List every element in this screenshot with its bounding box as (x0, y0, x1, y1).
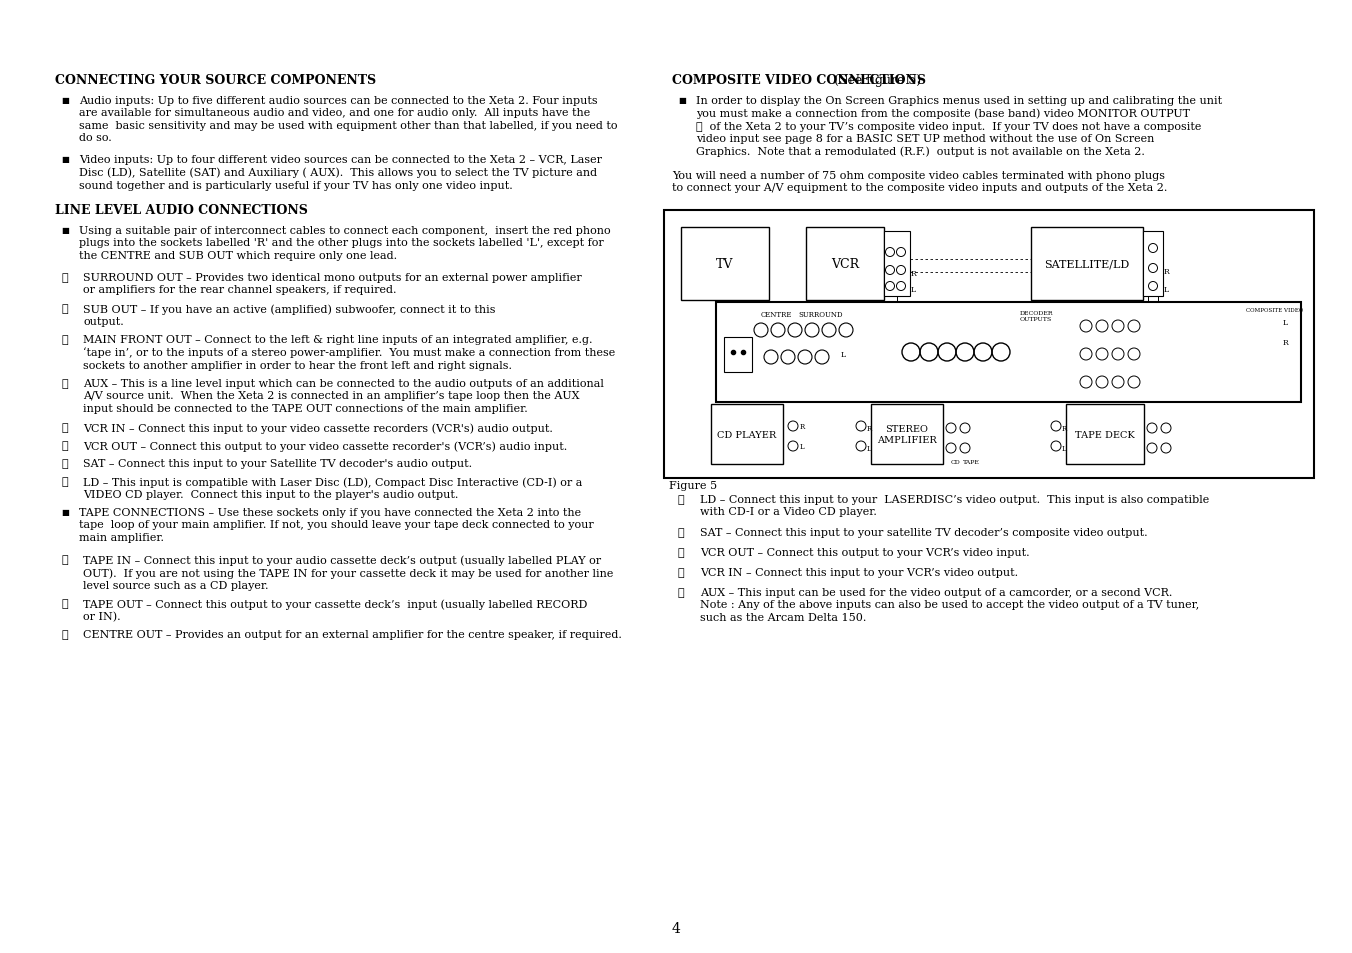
Text: ⑰: ⑰ (677, 547, 684, 558)
Bar (664, 211, 1314, 478)
Text: SAT – Connect this input to your Satellite TV decoder's audio output.: SAT – Connect this input to your Satelli… (82, 458, 472, 469)
Text: 4: 4 (672, 921, 680, 935)
Text: R: R (1164, 268, 1169, 275)
Text: L: L (1164, 286, 1169, 294)
Text: ⑫: ⑫ (61, 422, 68, 433)
Bar (1065, 405, 1144, 464)
Text: In order to display the On Screen Graphics menus used in setting up and calibrat: In order to display the On Screen Graphi… (696, 96, 1222, 157)
Bar (1032, 228, 1142, 301)
Text: LD – Connect this input to your  LASERDISC’s video output.  This input is also c: LD – Connect this input to your LASERDIS… (700, 495, 1209, 517)
Text: ⑯: ⑯ (677, 527, 684, 537)
Text: CONNECTING YOUR SOURCE COMPONENTS: CONNECTING YOUR SOURCE COMPONENTS (55, 74, 376, 87)
Text: ■: ■ (61, 507, 69, 517)
Text: COMPOSITE VIDEO: COMPOSITE VIDEO (1247, 308, 1303, 313)
Text: STEREO
AMPLIFIER: STEREO AMPLIFIER (877, 425, 937, 444)
Bar (717, 303, 1301, 402)
Text: CD PLAYER: CD PLAYER (718, 430, 776, 439)
Bar (806, 228, 884, 301)
Text: ⑱: ⑱ (677, 567, 684, 578)
Text: CD: CD (950, 459, 961, 464)
Text: LD – This input is compatible with Laser Disc (LD), Compact Disc Interactive (CD: LD – This input is compatible with Laser… (82, 476, 583, 499)
Text: ■: ■ (61, 154, 69, 164)
Text: COMPOSITE VIDEO CONNECTIONS: COMPOSITE VIDEO CONNECTIONS (672, 74, 926, 87)
Text: ⑲: ⑲ (677, 587, 684, 598)
Text: ⑨: ⑨ (61, 304, 68, 314)
Text: ⑮: ⑮ (61, 476, 68, 486)
Text: R: R (867, 424, 872, 433)
Text: TAPE CONNECTIONS – Use these sockets only if you have connected the Xeta 2 into : TAPE CONNECTIONS – Use these sockets onl… (78, 507, 594, 542)
Text: ■: ■ (61, 96, 69, 105)
Text: CENTRE OUT – Provides an output for an external amplifier for the centre speaker: CENTRE OUT – Provides an output for an e… (82, 629, 622, 639)
Text: LINE LEVEL AUDIO CONNECTIONS: LINE LEVEL AUDIO CONNECTIONS (55, 204, 308, 216)
Text: SAT – Connect this input to your satellite TV decoder’s composite video output.: SAT – Connect this input to your satelli… (700, 527, 1148, 537)
Text: ⑪: ⑪ (61, 378, 68, 389)
Text: ⑭: ⑭ (61, 458, 68, 469)
Text: L: L (800, 442, 804, 451)
Text: TAPE IN – Connect this input to your audio cassette deck’s output (usually label: TAPE IN – Connect this input to your aud… (82, 555, 614, 591)
Text: ⑯: ⑯ (61, 555, 68, 564)
Text: L: L (867, 444, 872, 453)
Text: ⑱: ⑱ (61, 629, 68, 639)
Text: SURROUND OUT – Provides two identical mono outputs for an external power amplifi: SURROUND OUT – Provides two identical mo… (82, 273, 581, 295)
Text: R: R (1063, 424, 1067, 433)
Text: CENTRE: CENTRE (760, 311, 792, 318)
Text: R: R (911, 270, 917, 277)
Text: L: L (841, 351, 846, 358)
Text: ⑮: ⑮ (677, 495, 684, 504)
Text: L: L (1283, 318, 1288, 327)
Text: SATELLITE/LD: SATELLITE/LD (1044, 259, 1130, 269)
Text: Using a suitable pair of interconnect cables to connect each component,  insert : Using a suitable pair of interconnect ca… (78, 226, 611, 260)
Text: R: R (1283, 338, 1288, 347)
Text: Audio inputs: Up to five different audio sources can be connected to the Xeta 2.: Audio inputs: Up to five different audio… (78, 96, 618, 143)
Text: VCR OUT – Connect this output to your video cassette recorder's (VCR’s) audio in: VCR OUT – Connect this output to your vi… (82, 440, 568, 451)
Text: R: R (800, 422, 806, 431)
Bar (681, 228, 769, 301)
Bar (725, 337, 752, 373)
Text: VCR: VCR (831, 257, 859, 271)
Text: AUX – This input can be used for the video output of a camcorder, or a second VC: AUX – This input can be used for the vid… (700, 587, 1199, 622)
Text: VCR IN – Connect this input to your VCR’s video output.: VCR IN – Connect this input to your VCR’… (700, 567, 1018, 578)
Text: DECODER
OUTPUTS: DECODER OUTPUTS (1019, 311, 1053, 321)
Text: SURROUND: SURROUND (799, 311, 844, 318)
Text: TAPE DECK: TAPE DECK (1075, 430, 1134, 439)
Text: VCR IN – Connect this input to your video cassette recorders (VCR's) audio outpu: VCR IN – Connect this input to your vide… (82, 422, 553, 433)
Text: ⑰: ⑰ (61, 598, 68, 608)
Text: Video inputs: Up to four different video sources can be connected to the Xeta 2 : Video inputs: Up to four different video… (78, 154, 602, 191)
Text: You will need a number of 75 ohm composite video cables terminated with phono pl: You will need a number of 75 ohm composi… (672, 171, 1167, 193)
Text: L: L (1063, 444, 1067, 453)
Text: AUX – This is a line level input which can be connected to the audio outputs of : AUX – This is a line level input which c… (82, 378, 604, 414)
Text: VCR OUT – Connect this output to your VCR’s video input.: VCR OUT – Connect this output to your VC… (700, 547, 1030, 558)
Bar (871, 405, 942, 464)
Bar (711, 405, 783, 464)
Bar (884, 232, 910, 296)
Bar (1142, 232, 1163, 296)
Text: Figure 5: Figure 5 (669, 480, 717, 491)
Text: ■: ■ (61, 226, 69, 234)
Text: ⑧: ⑧ (61, 273, 68, 283)
Text: TAPE: TAPE (963, 459, 980, 464)
Text: L: L (911, 286, 917, 294)
Text: ⑩: ⑩ (61, 335, 68, 345)
Text: ■: ■ (677, 96, 685, 105)
Text: (See figure 5): (See figure 5) (830, 74, 921, 87)
Text: SUB OUT – If you have an active (amplified) subwoofer, connect it to this
output: SUB OUT – If you have an active (amplifi… (82, 304, 495, 327)
Text: TV: TV (717, 257, 734, 271)
Text: MAIN FRONT OUT – Connect to the left & right line inputs of an integrated amplif: MAIN FRONT OUT – Connect to the left & r… (82, 335, 615, 371)
Text: ⑬: ⑬ (61, 440, 68, 451)
Text: TAPE OUT – Connect this output to your cassette deck’s  input (usually labelled : TAPE OUT – Connect this output to your c… (82, 598, 587, 621)
